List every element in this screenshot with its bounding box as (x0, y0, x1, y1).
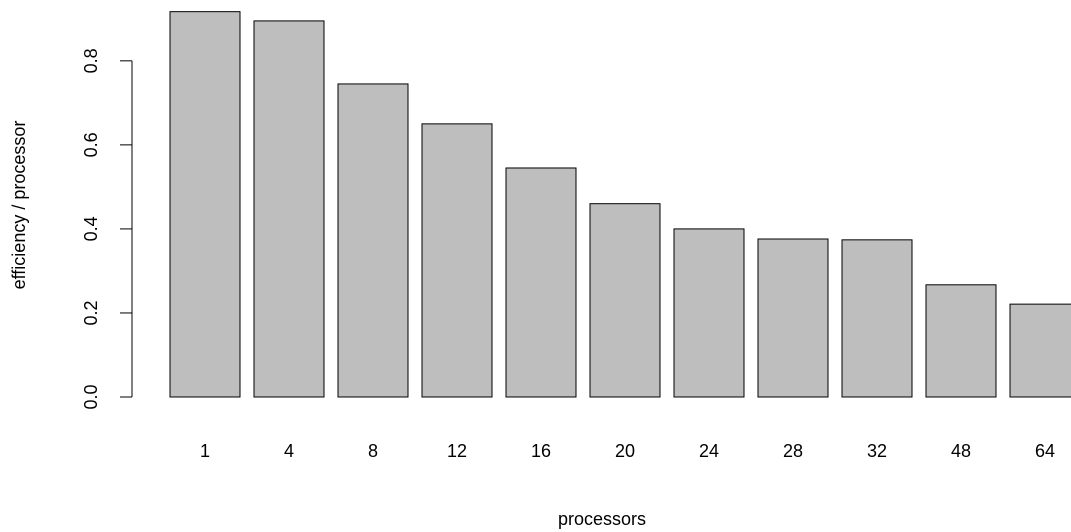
bar (757, 238, 829, 398)
y-tick-label: 0.8 (81, 48, 101, 73)
x-tick-label: 12 (447, 441, 467, 461)
x-tick-label: 8 (368, 441, 378, 461)
bar (505, 167, 577, 398)
bar (1009, 303, 1071, 398)
bar (337, 83, 409, 398)
y-axis-label: efficiency / processor (9, 121, 29, 290)
bar (253, 20, 325, 398)
bar (673, 228, 745, 398)
bar (169, 11, 241, 398)
x-tick-label: 24 (699, 441, 719, 461)
x-axis-label: processors (558, 509, 646, 529)
y-tick-label: 0.4 (81, 216, 101, 241)
y-tick-label: 0.2 (81, 300, 101, 325)
bar (841, 239, 913, 398)
x-tick-label: 48 (951, 441, 971, 461)
x-tick-label: 4 (284, 441, 294, 461)
x-tick-label: 32 (867, 441, 887, 461)
bar (421, 123, 493, 398)
x-tick-label: 20 (615, 441, 635, 461)
y-tick-label: 0.0 (81, 384, 101, 409)
x-tick-label: 16 (531, 441, 551, 461)
x-tick-label: 64 (1035, 441, 1055, 461)
bar (925, 284, 997, 398)
x-tick-label: 1 (200, 441, 210, 461)
x-tick-label: 28 (783, 441, 803, 461)
y-tick-label: 0.6 (81, 132, 101, 157)
bar (589, 203, 661, 398)
